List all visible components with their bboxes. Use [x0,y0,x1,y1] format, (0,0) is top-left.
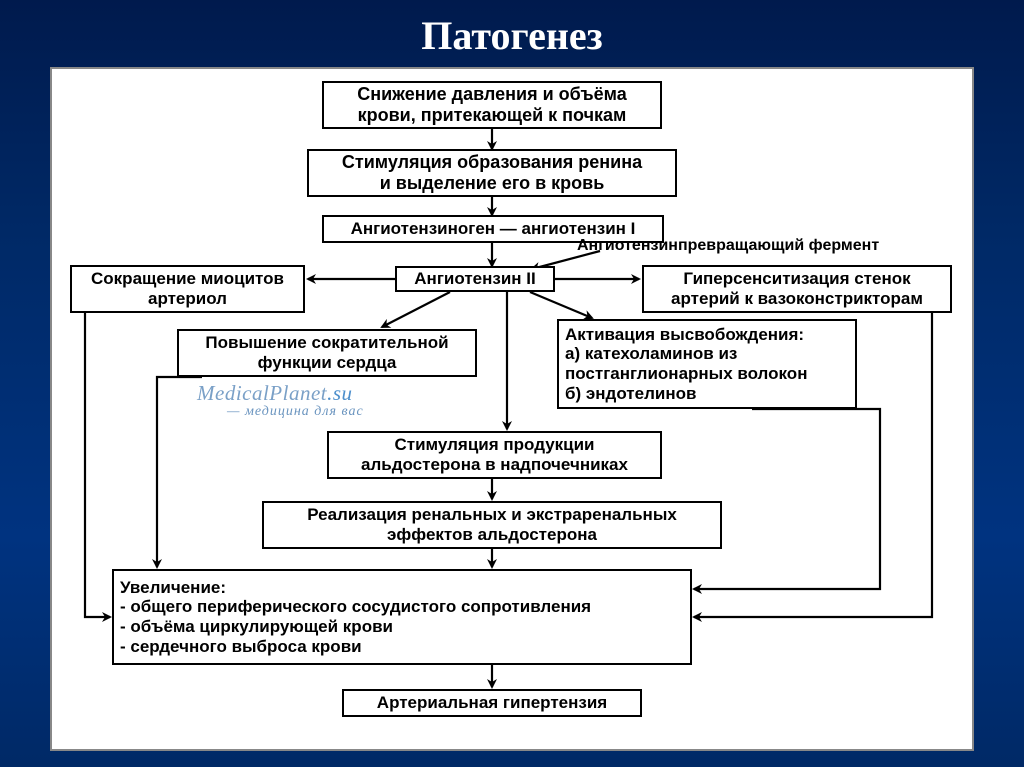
node-n11: Увеличение:- общего периферического сосу… [112,569,692,665]
node-n10: Реализация ренальных и экстраренальныхэф… [262,501,722,549]
node-n2: Стимуляция образования ренинаи выделение… [307,149,677,197]
node-n4: Ангиотензин II [395,266,555,292]
watermark-brand: MedicalPlanet [197,381,327,405]
node-n9: Стимуляция продукцииальдостерона в надпо… [327,431,662,479]
node-n6: Гиперсенситизация стенокартерий к вазоко… [642,265,952,313]
flowchart-container: Снижение давления и объёмакрови, притека… [50,67,974,751]
node-n12: Артериальная гипертензия [342,689,642,717]
watermark: MedicalPlanet.su — медицина для вас [197,381,364,420]
node-n8: Активация высвобождения:а) катехоламинов… [557,319,857,409]
watermark-tagline: — медицина для вас [197,404,364,420]
watermark-suffix: .su [327,381,352,405]
node-n5: Сокращение миоцитовартериол [70,265,305,313]
label-ace: Ангиотензинпревращающий фермент [577,237,879,255]
slide-title: Патогенез [0,0,1024,67]
node-n1: Снижение давления и объёмакрови, притека… [322,81,662,129]
node-n7: Повышение сократительнойфункции сердца [177,329,477,377]
